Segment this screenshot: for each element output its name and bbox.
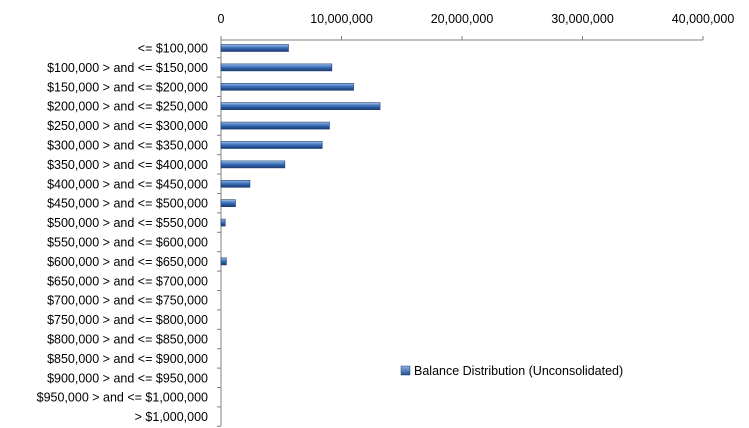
category-label: $250,000 > and <= $300,000 xyxy=(47,119,208,133)
legend-label: Balance Distribution (Unconsolidated) xyxy=(414,364,623,378)
category-label: $650,000 > and <= $700,000 xyxy=(47,274,208,288)
y-axis: <= $100,000 $100,000 > and <= $150,000 $15… xyxy=(37,40,222,427)
bar xyxy=(220,141,323,149)
category-label: $600,000 > and <= $650,000 xyxy=(47,255,208,269)
category-label: $550,000 > and <= $600,000 xyxy=(47,236,208,250)
category-label: $800,000 > and <= $850,000 xyxy=(47,333,208,347)
bar xyxy=(220,63,333,72)
x-tick-label: 30,000,000 xyxy=(551,12,614,26)
category-label: $350,000 > and <= $400,000 xyxy=(47,158,208,172)
bar xyxy=(220,121,330,130)
category-label: $300,000 > and <= $350,000 xyxy=(47,139,208,153)
x-tick-label: 10,000,000 xyxy=(310,12,373,26)
bar xyxy=(220,83,354,91)
bar xyxy=(220,257,227,266)
category-label: $900,000 > and <= $950,000 xyxy=(47,371,208,385)
x-tick-label: 20,000,000 xyxy=(431,12,494,26)
x-tick-label: 40,000,000 xyxy=(672,12,735,26)
bar xyxy=(220,180,251,188)
bar xyxy=(220,218,226,227)
bar xyxy=(220,160,286,169)
x-tick-label: 0 xyxy=(218,12,225,26)
x-axis: 0 10,000,000 20,000,000 30,000,000 40,000,00… xyxy=(218,12,735,41)
category-label: $500,000 > and <= $550,000 xyxy=(47,216,208,230)
bar xyxy=(220,199,236,207)
bar xyxy=(220,44,289,52)
legend: Balance Distribution (Unconsolidated) xyxy=(400,364,623,378)
bar xyxy=(220,102,381,110)
category-label: $400,000 > and <= $450,000 xyxy=(47,177,208,191)
category-label: $150,000 > and <= $200,000 xyxy=(47,80,208,94)
bars xyxy=(220,44,381,266)
category-label: $750,000 > and <= $800,000 xyxy=(47,313,208,327)
legend-swatch xyxy=(400,365,411,376)
category-label: $700,000 > and <= $750,000 xyxy=(47,294,208,308)
category-label: $950,000 > and <= $1,000,000 xyxy=(37,391,208,405)
category-label: $200,000 > and <= $250,000 xyxy=(47,100,208,114)
category-label: > $1,000,000 xyxy=(135,410,208,424)
category-label: <= $100,000 xyxy=(138,42,208,56)
category-label: $450,000 > and <= $500,000 xyxy=(47,197,208,211)
category-label: $100,000 > and <= $150,000 xyxy=(47,61,208,75)
category-label: $850,000 > and <= $900,000 xyxy=(47,352,208,366)
